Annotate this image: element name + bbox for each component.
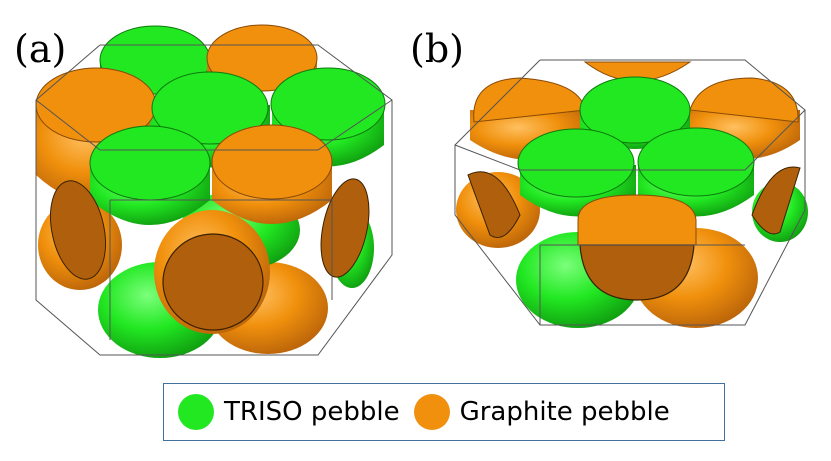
triso-pebble — [637, 127, 755, 197]
graphite-pebble — [211, 124, 333, 200]
graphite-pebble-cut-face — [467, 171, 521, 238]
graphite-pebble-cut-face — [320, 178, 370, 278]
graphite-pebble-cut-face — [50, 180, 106, 280]
graphite-legend-label: Graphite pebble — [459, 397, 670, 427]
graphite-pebble-cut-face — [579, 244, 695, 301]
graphite-legend-swatch — [413, 394, 450, 430]
legend: TRISO pebble Graphite pebble — [163, 383, 725, 441]
panel-a-cut-faces — [50, 178, 370, 334]
triso-legend-swatch — [178, 394, 214, 430]
graphite-pebble — [577, 194, 697, 246]
panel-b-top-faces — [473, 61, 799, 198]
panel-label-b: (b) — [410, 27, 464, 71]
triso-pebble — [151, 71, 269, 145]
graphite-pebble-cut-face — [751, 166, 801, 235]
panel-a-hex-frame — [35, 44, 393, 356]
panel-b-cut-faces — [467, 166, 801, 301]
panel-a-top-faces — [35, 24, 386, 201]
graphite-pebble — [206, 24, 318, 92]
panel-b-hex-frame — [454, 59, 806, 326]
panel-label-a: (a) — [14, 27, 67, 71]
triso-legend-label: TRISO pebble — [224, 397, 400, 427]
triso-pebble — [579, 76, 691, 144]
triso-pebble — [517, 128, 635, 198]
graphite-pebble-cut-face — [162, 233, 264, 331]
graphite-pebble — [473, 77, 586, 123]
panel-a-pebble-stack — [35, 24, 393, 358]
pebble-packing-figure — [35, 24, 808, 358]
graphite-pebble — [689, 77, 799, 123]
panel-b-pebble-stack — [454, 59, 808, 328]
triso-pebble — [270, 67, 386, 141]
triso-pebble — [89, 125, 211, 201]
